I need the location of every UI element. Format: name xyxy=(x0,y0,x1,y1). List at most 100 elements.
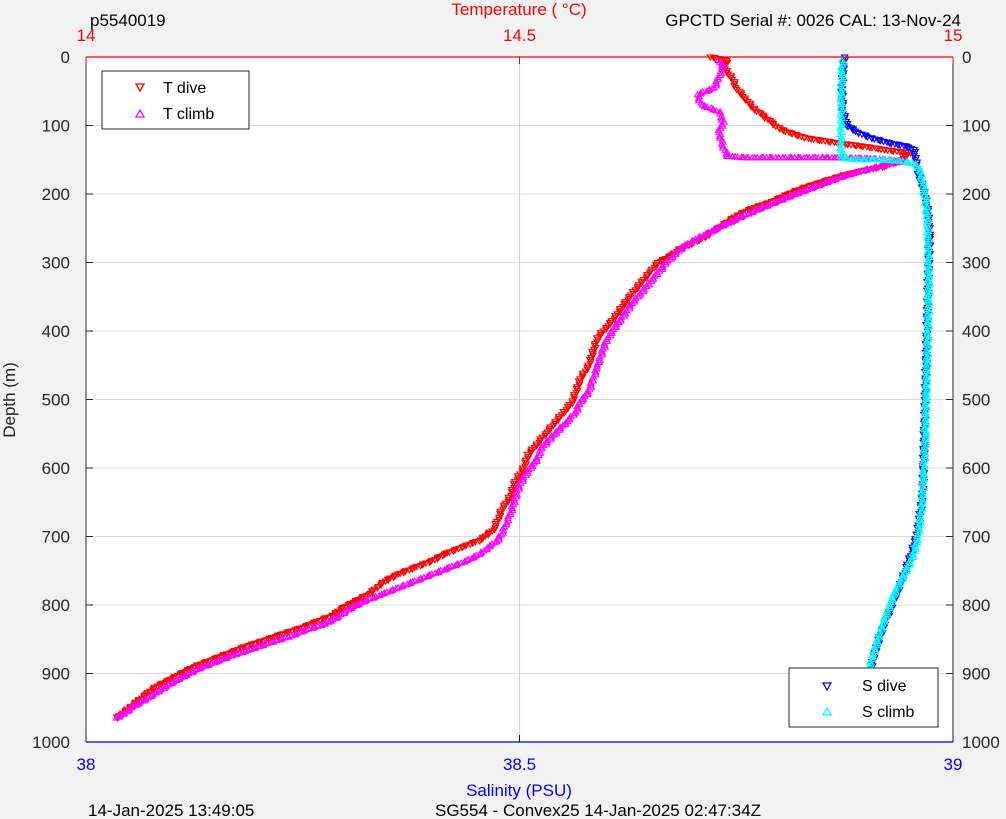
t-dive-marker xyxy=(527,448,535,455)
t-climb-marker xyxy=(414,576,423,583)
t-climb-marker xyxy=(573,405,582,413)
t-dive-marker xyxy=(596,330,605,337)
t-dive-marker xyxy=(364,592,373,599)
t-dive-marker xyxy=(779,127,788,135)
t-dive-marker xyxy=(568,400,577,407)
salinity-tick-label: 38 xyxy=(77,755,96,774)
t-dive-marker xyxy=(532,443,541,450)
t-climb-marker xyxy=(141,694,150,702)
grid xyxy=(86,57,953,742)
t-climb-marker xyxy=(425,570,434,578)
t-climb-marker xyxy=(640,285,649,293)
temperature-legend-box xyxy=(101,70,250,130)
t-climb-marker xyxy=(537,443,546,450)
t-climb-marker xyxy=(583,388,592,396)
t-dive-marker xyxy=(563,403,572,411)
t-climb-marker xyxy=(408,577,417,585)
t-dive-marker xyxy=(615,305,624,313)
t-dive-marker xyxy=(637,278,646,286)
t-dive-marker xyxy=(620,302,629,310)
t-dive-marker xyxy=(549,422,558,430)
t-dive-marker xyxy=(642,271,651,279)
s-dive-marker xyxy=(896,142,905,150)
salinity-tick-label: 38.5 xyxy=(503,755,536,774)
t-dive-marker xyxy=(554,417,563,425)
t-climb-marker xyxy=(748,153,757,161)
t-climb-marker xyxy=(636,289,645,296)
t-dive-marker xyxy=(741,95,750,103)
t-dive-marker xyxy=(626,292,635,300)
t-climb-marker xyxy=(642,282,651,290)
t-climb-marker xyxy=(573,404,582,411)
t-climb-marker xyxy=(809,153,818,161)
t-climb-marker xyxy=(799,153,808,161)
t-climb-marker xyxy=(612,323,621,331)
t-dive-marker xyxy=(737,90,746,98)
t-dive-marker xyxy=(642,275,651,282)
depth-tick-label: 300 xyxy=(42,254,70,273)
t-climb-marker xyxy=(778,153,787,161)
t-dive-marker xyxy=(421,560,430,568)
t-climb-marker xyxy=(530,459,539,466)
t-climb-marker xyxy=(631,294,640,302)
temperature-tick-label: 14 xyxy=(77,26,96,45)
t-dive-marker xyxy=(551,419,560,426)
t-climb-marker xyxy=(809,183,818,190)
t-climb-marker xyxy=(655,266,664,274)
t-climb-marker xyxy=(705,85,714,93)
t-dive-marker xyxy=(852,169,861,177)
data-markers xyxy=(112,54,935,723)
t-climb-marker xyxy=(578,393,587,401)
t-dive-marker xyxy=(606,321,615,329)
t-climb-marker xyxy=(625,304,634,312)
temperature-legend: T dive T climb xyxy=(101,70,250,130)
depth-tick-label: 500 xyxy=(42,391,70,410)
depth-tick-label-right: 500 xyxy=(962,391,990,410)
s-climb-marker xyxy=(884,156,893,163)
t-climb-marker xyxy=(403,580,412,588)
s-dive-legend-label: S dive xyxy=(862,678,907,695)
t-climb-marker xyxy=(494,532,503,540)
t-climb-marker xyxy=(862,165,871,173)
t-dive-marker xyxy=(645,270,654,277)
t-dive-marker xyxy=(390,573,399,581)
t-dive-marker xyxy=(791,131,800,139)
t-dive-marker xyxy=(440,552,449,559)
t-climb-marker xyxy=(625,303,634,310)
t-climb-marker xyxy=(794,189,803,196)
t-dive-marker xyxy=(557,412,566,419)
t-dive-marker xyxy=(633,285,642,293)
depth-tick-label-right: 0 xyxy=(962,48,971,67)
t-climb-marker xyxy=(702,87,711,94)
plot-timestamp: 14-Jan-2025 13:49:05 xyxy=(88,801,254,819)
t-dive-marker xyxy=(278,631,287,638)
t-climb-marker xyxy=(628,299,637,307)
t-climb-marker xyxy=(839,172,848,179)
t-climb-marker xyxy=(583,390,592,398)
t-climb-marker xyxy=(718,63,727,70)
t-climb-marker xyxy=(250,644,259,652)
t-climb-marker xyxy=(524,465,533,473)
t-climb-marker xyxy=(477,548,486,555)
t-dive-marker xyxy=(624,297,633,305)
t-climb-marker xyxy=(204,660,213,667)
salinity-tick-label: 39 xyxy=(944,755,963,774)
t-dive-marker xyxy=(545,426,554,433)
t-dive-marker xyxy=(293,626,302,634)
depth-tick-label: 700 xyxy=(42,528,70,547)
t-dive-marker xyxy=(418,562,427,569)
t-dive-marker xyxy=(769,122,778,129)
t-climb-marker xyxy=(658,261,667,269)
s-dive-legend-marker xyxy=(821,682,833,692)
t-dive-legend-label: T dive xyxy=(163,80,206,97)
profile-id: p5540019 xyxy=(90,11,166,30)
t-climb-marker xyxy=(360,597,369,605)
t-climb-marker xyxy=(539,441,548,449)
t-climb-marker xyxy=(801,186,810,193)
t-climb-marker xyxy=(649,275,658,283)
t-dive-marker xyxy=(554,414,563,421)
t-dive-marker xyxy=(560,410,569,418)
t-climb-marker xyxy=(528,460,536,468)
temperature-axis-label: Temperature ( °C) xyxy=(451,0,586,19)
t-climb-marker xyxy=(640,284,649,291)
